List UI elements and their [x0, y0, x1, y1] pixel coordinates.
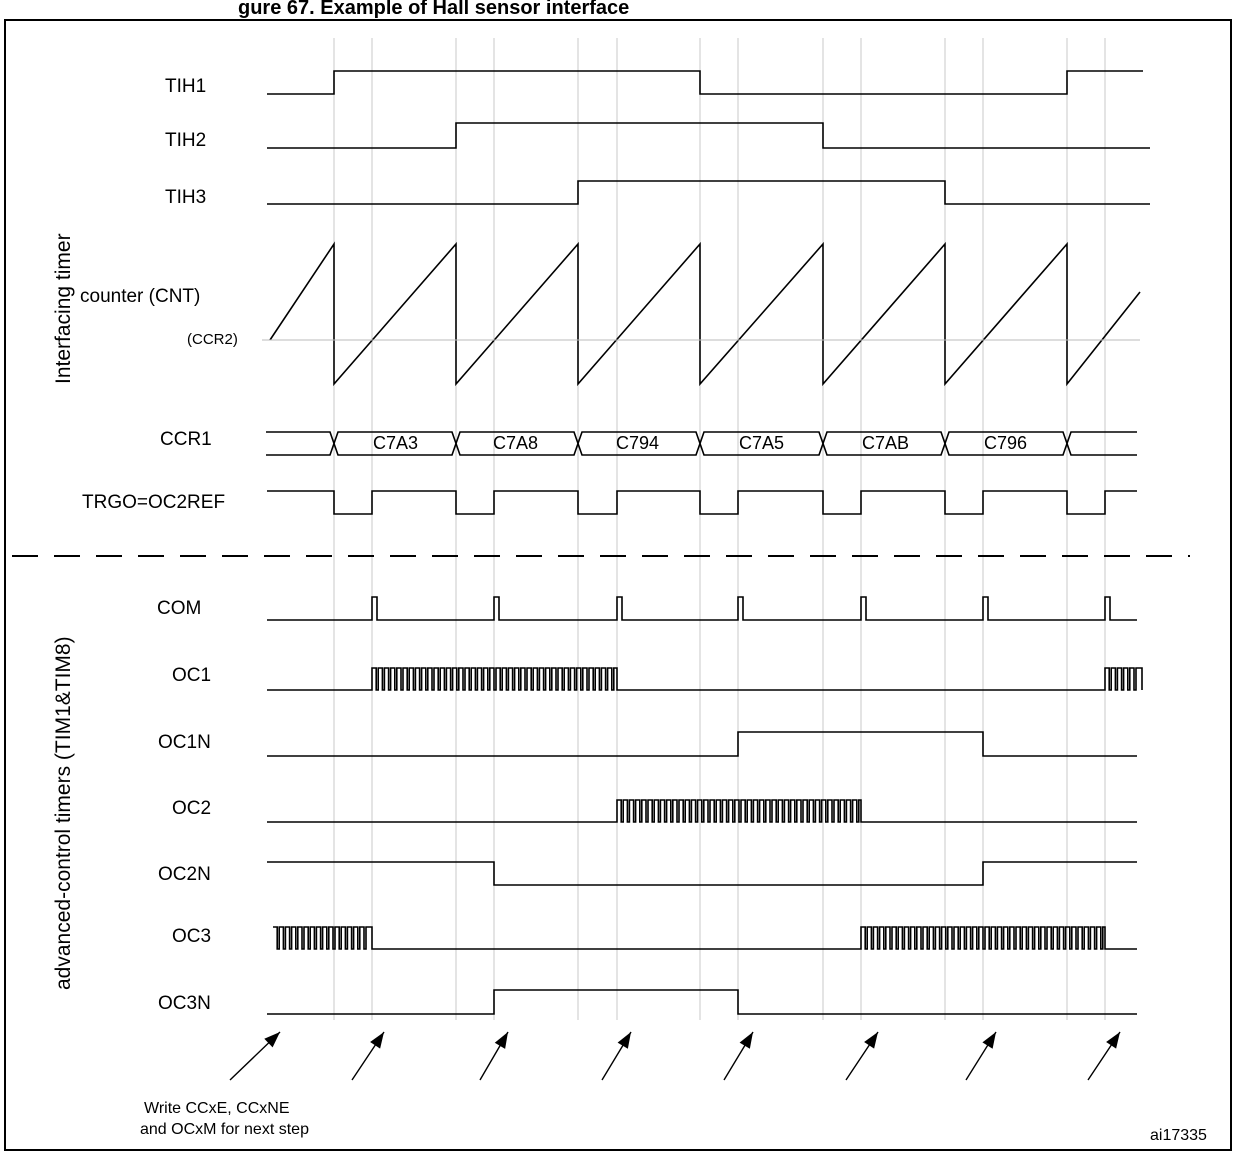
oc2n-waveform: [267, 861, 1137, 886]
header-mask: [0, 0, 1237, 19]
interfacing-timer-label: Interfacing timer: [52, 233, 75, 384]
tih2-label: TIH2: [165, 130, 206, 151]
counter-label: counter (CNT): [80, 286, 200, 307]
oc3-label: OC3: [172, 926, 211, 947]
trgo-waveform: [267, 490, 1137, 515]
time-gridlines: [333, 38, 1106, 1020]
tih1-waveform: [267, 70, 1143, 95]
arrow-head: [739, 1032, 753, 1049]
oc2-waveform: [267, 799, 1137, 823]
oc3-waveform: [273, 926, 1137, 950]
tih3-waveform: [267, 180, 1150, 205]
oc3n-waveform: [267, 989, 1137, 1015]
ccr1-value-6: C796: [984, 433, 1027, 453]
figure-frame: [4, 19, 1232, 1151]
tih2-waveform: [267, 122, 1150, 149]
arrow-head: [494, 1032, 508, 1049]
ccr1-value-5: C7AB: [862, 433, 909, 453]
figure-title: gure 67. Example of Hall sensor interfac…: [238, 0, 629, 19]
ccr1-value-2: C7A8: [493, 433, 538, 453]
arrow-head: [264, 1032, 280, 1048]
arrow-head: [370, 1032, 384, 1049]
com-waveform: [267, 596, 1137, 621]
arrow-head: [982, 1032, 996, 1049]
write-step-arrows: [229, 1031, 1121, 1081]
ccr1-bus-bottom: [266, 441, 1137, 456]
arrow-head: [617, 1032, 631, 1049]
tih1-label: TIH1: [165, 76, 206, 97]
waveforms: [266, 70, 1150, 1015]
oc2-label: OC2: [172, 798, 211, 819]
arrow-head: [864, 1032, 878, 1049]
note-line-1: Write CCxE, CCxNE: [144, 1100, 290, 1117]
ccr1-value-1: C7A3: [373, 433, 418, 453]
tih3-label: TIH3: [165, 187, 206, 208]
oc1-label: OC1: [172, 665, 211, 686]
trgo-label: TRGO=OC2REF: [82, 492, 225, 513]
note-line-2: and OCxM for next step: [140, 1121, 309, 1138]
oc1n-waveform: [267, 731, 1137, 757]
oc1-waveform: [267, 667, 1143, 691]
oc1n-label: OC1N: [158, 732, 211, 753]
figure-id: ai17335: [1150, 1127, 1207, 1144]
ccr2-label: (CCR2): [187, 331, 238, 348]
arrow-head: [1106, 1032, 1120, 1049]
ccr1-value-4: C7A5: [739, 433, 784, 453]
oc2n-label: OC2N: [158, 864, 211, 885]
ccr1-value-3: C794: [616, 433, 659, 453]
oc3n-label: OC3N: [158, 993, 211, 1014]
advanced-timers-label: advanced-control timers (TIM1&TIM8): [52, 636, 75, 990]
counter-sawtooth: [269, 241, 1141, 387]
ccr1-label: CCR1: [160, 429, 212, 450]
com-label: COM: [157, 598, 201, 619]
